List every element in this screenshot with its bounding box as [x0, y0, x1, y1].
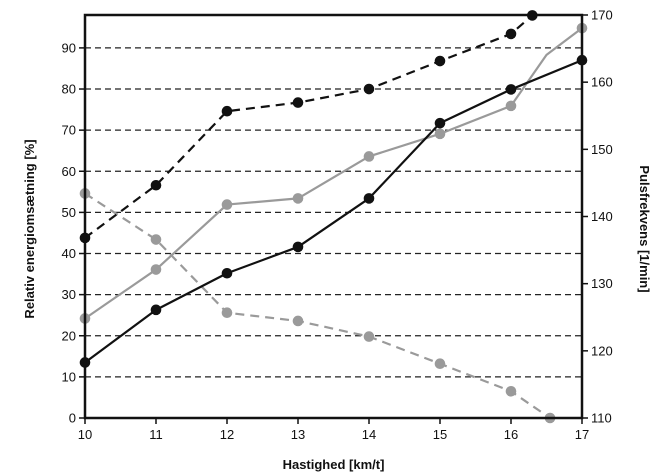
- data-point: [150, 264, 162, 275]
- data-point: [505, 84, 517, 95]
- data-point: [434, 358, 446, 370]
- x-tick-label: 12: [220, 427, 234, 442]
- y-right-tick-label: 120: [591, 343, 613, 358]
- data-point: [292, 315, 304, 327]
- series-line: [84, 27, 583, 320]
- data-point: [434, 117, 446, 129]
- data-point: [150, 234, 162, 245]
- x-tick-label: 14: [362, 427, 376, 442]
- data-point: [150, 179, 162, 191]
- data-point: [292, 193, 304, 204]
- data-point: [363, 193, 375, 204]
- data-point: [434, 128, 446, 140]
- series-3: [79, 188, 556, 424]
- x-tick-label: 10: [78, 427, 92, 442]
- data-point: [221, 199, 233, 210]
- data-point: [505, 100, 517, 112]
- x-tick-label: 11: [149, 427, 163, 442]
- data-point: [363, 331, 375, 342]
- series-1: [79, 10, 538, 244]
- axis-layer: 0102030405060708090110120130140150160170…: [62, 8, 613, 443]
- data-point: [221, 307, 233, 319]
- y-right-axis-title: Pulsfrekvens [1/min]: [637, 165, 652, 292]
- data-point: [434, 55, 446, 67]
- y-left-tick-label: 70: [62, 123, 76, 138]
- y-right-tick-label: 170: [591, 8, 613, 23]
- y-right-tick-label: 110: [591, 411, 612, 426]
- y-right-tick-label: 130: [591, 276, 613, 291]
- data-point: [221, 105, 233, 117]
- x-tick-label: 17: [575, 427, 589, 442]
- y-left-tick-label: 20: [62, 328, 76, 343]
- series-layer: [79, 10, 588, 424]
- y-left-tick-label: 80: [62, 82, 76, 97]
- data-point: [292, 241, 304, 253]
- y-left-tick-label: 50: [62, 205, 76, 220]
- data-point: [505, 28, 517, 40]
- y-right-tick-label: 140: [591, 209, 613, 224]
- y-left-tick-label: 10: [62, 369, 76, 384]
- series-line: [84, 59, 583, 364]
- data-point: [505, 385, 517, 397]
- y-right-tick-label: 150: [591, 142, 613, 157]
- x-tick-label: 16: [504, 427, 518, 442]
- y-left-tick-label: 30: [62, 287, 76, 302]
- data-point: [221, 267, 233, 279]
- y-left-tick-label: 60: [62, 164, 76, 179]
- series-2: [79, 22, 588, 324]
- y-left-tick-label: 40: [62, 246, 76, 261]
- y-right-tick-label: 160: [591, 75, 613, 90]
- data-point: [292, 97, 304, 108]
- x-axis-title: Hastighed [km/t]: [283, 457, 385, 472]
- data-point: [150, 304, 162, 316]
- series-line: [84, 192, 551, 419]
- plot-frame: [83, 13, 584, 420]
- series-line: [84, 14, 534, 239]
- series-0: [79, 54, 588, 368]
- y-left-axis-title: Relativ energiomsætning [%]: [22, 139, 37, 318]
- x-tick-label: 15: [433, 427, 447, 442]
- data-point: [363, 151, 375, 162]
- data-point: [363, 83, 375, 95]
- grid-layer: [85, 47, 582, 378]
- y-left-tick-label: 0: [69, 411, 76, 426]
- y-left-tick-label: 90: [62, 40, 76, 55]
- x-tick-label: 13: [291, 427, 305, 442]
